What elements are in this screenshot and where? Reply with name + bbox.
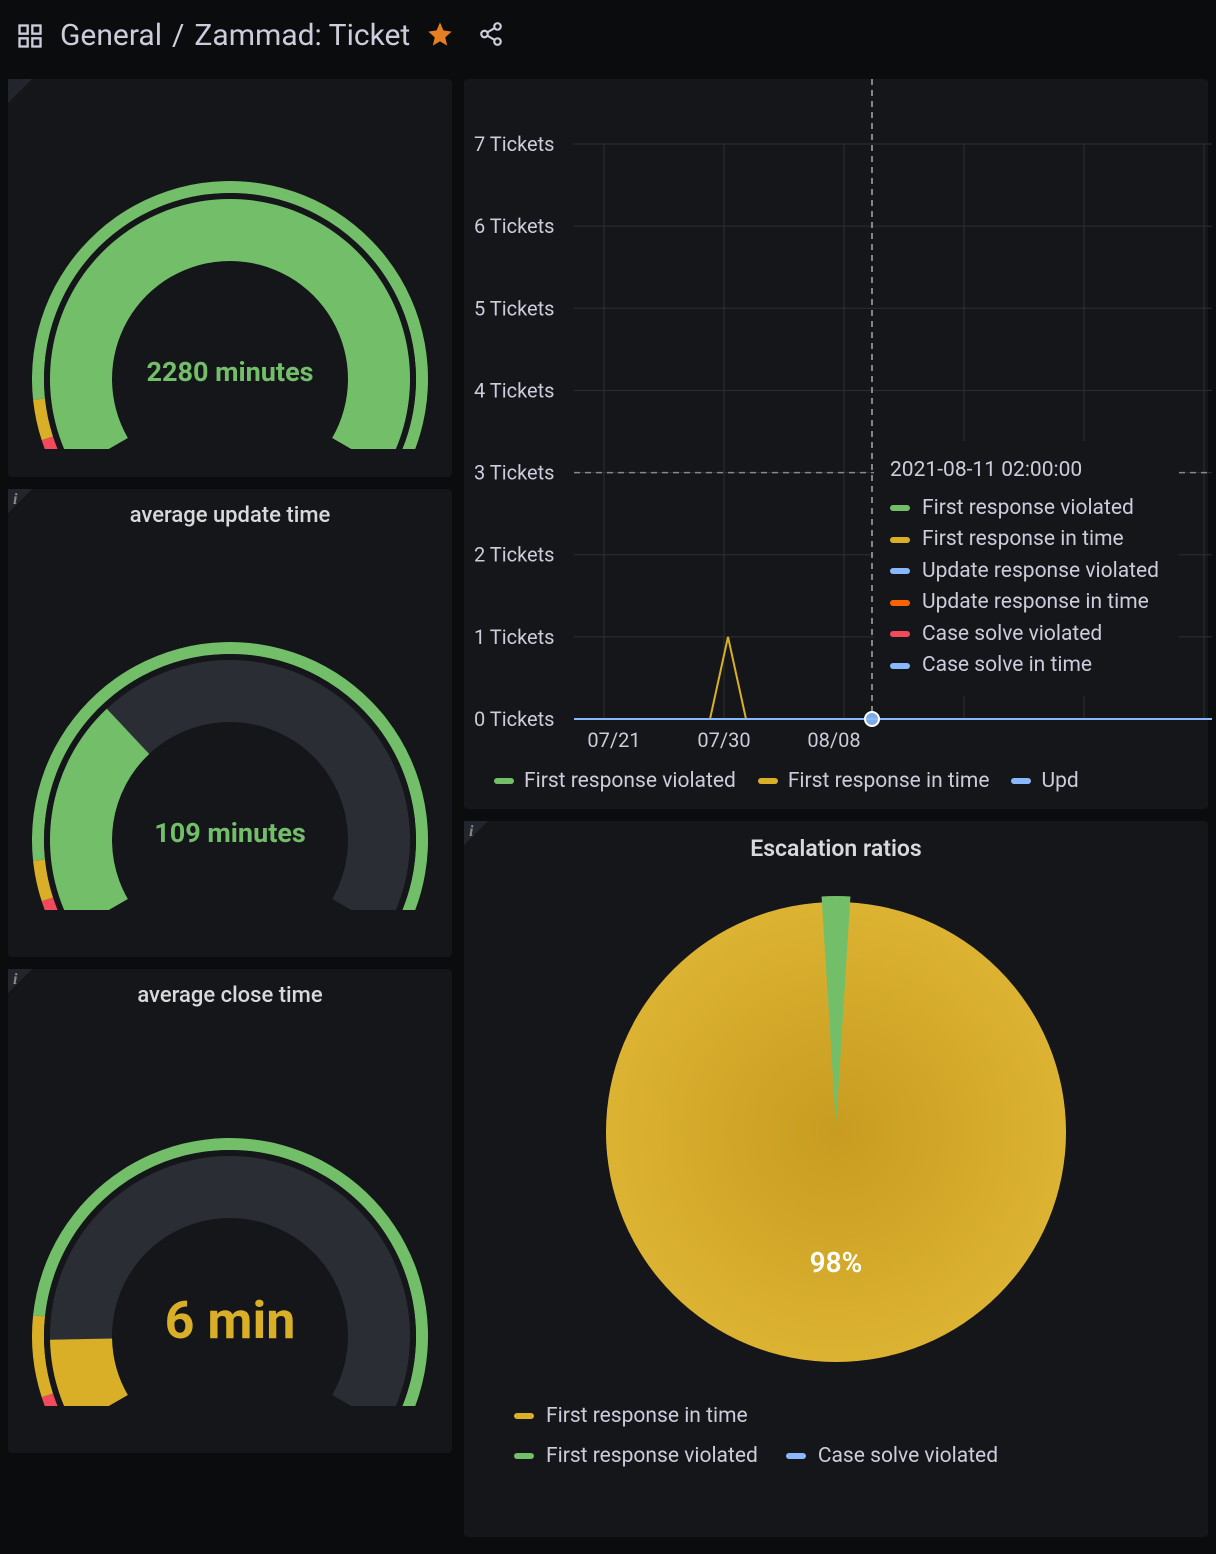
legend-label: First response violated: [524, 769, 736, 793]
legend-label: Case solve violated: [818, 1444, 998, 1468]
left-column: 2280 minutes i average update time 109 m…: [8, 79, 452, 1453]
pie-legend: First response in time First response vi…: [464, 1382, 1208, 1468]
dashboard-grid: 2280 minutes i average update time 109 m…: [0, 71, 1216, 1537]
svg-text:7 Tickets: 7 Tickets: [474, 132, 555, 156]
info-icon[interactable]: i: [13, 971, 17, 989]
legend-label: Upd: [1041, 769, 1078, 793]
svg-text:07/21: 07/21: [587, 728, 640, 752]
legend-item[interactable]: Case solve violated: [786, 1444, 998, 1468]
legend-item[interactable]: First response in time: [758, 769, 990, 793]
legend-chip: [494, 778, 514, 784]
tooltip-item: First response violated: [890, 493, 1159, 525]
tooltip-item-label: First response violated: [922, 493, 1134, 525]
svg-text:109 minutes: 109 minutes: [154, 817, 306, 849]
pie-chart[interactable]: 98%: [586, 882, 1086, 1382]
breadcrumb-folder[interactable]: General: [60, 18, 162, 53]
chart-tooltip: 2021-08-11 02:00:00 First response viola…: [874, 441, 1179, 696]
panel-title: Escalation ratios: [464, 821, 1208, 862]
legend-chip: [758, 778, 778, 784]
page-header: General / Zammad: Ticket: [0, 0, 1216, 71]
legend-chip: [890, 631, 910, 637]
panel-title: average update time: [8, 489, 452, 528]
svg-text:2 Tickets: 2 Tickets: [474, 543, 555, 567]
share-icon[interactable]: [478, 21, 504, 51]
svg-text:08/08: 08/08: [807, 728, 860, 752]
svg-text:6 Tickets: 6 Tickets: [474, 214, 555, 238]
breadcrumb: General / Zammad: Ticket: [60, 18, 410, 53]
svg-text:98%: 98%: [810, 1246, 863, 1279]
legend-chip: [786, 1453, 806, 1459]
right-column: 0 Tickets 1 Tickets 2 Tickets 3 Tickets 4 Ti…: [464, 79, 1208, 1537]
legend-label: First response in time: [788, 769, 990, 793]
gauge-chart: 2280 minutes: [20, 119, 440, 449]
tooltip-item: Update response in time: [890, 587, 1159, 619]
tooltip-item-label: Case solve in time: [922, 650, 1092, 682]
legend-chip: [890, 600, 910, 606]
breadcrumb-dashboard[interactable]: Zammad: Ticket: [194, 18, 410, 53]
info-icon[interactable]: i: [469, 823, 473, 841]
info-icon[interactable]: i: [13, 491, 17, 509]
svg-text:07/30: 07/30: [697, 728, 750, 752]
svg-text:5 Tickets: 5 Tickets: [474, 296, 555, 320]
legend-chip: [890, 663, 910, 669]
tooltip-item: Case solve in time: [890, 650, 1159, 682]
panel-corner: i: [464, 821, 498, 855]
legend-chip: [890, 537, 910, 543]
gauge-panel-update-time: i average update time 109 minutes: [8, 489, 452, 957]
tooltip-item-label: Update response violated: [922, 556, 1159, 588]
legend-item[interactable]: Upd: [1011, 769, 1078, 793]
svg-text:1 Tickets: 1 Tickets: [474, 625, 555, 649]
tooltip-item-label: First response in time: [922, 524, 1124, 556]
svg-text:0 Tickets: 0 Tickets: [474, 707, 555, 731]
legend-item[interactable]: First response in time: [514, 1404, 748, 1428]
svg-text:2280 minutes: 2280 minutes: [146, 356, 313, 388]
legend-chip: [890, 505, 910, 511]
svg-text:4 Tickets: 4 Tickets: [474, 378, 555, 402]
timechart-legend: First response violated First response in…: [494, 769, 1079, 793]
tooltip-item: First response in time: [890, 524, 1159, 556]
breadcrumb-separator: /: [172, 18, 184, 53]
svg-text:3 Tickets: 3 Tickets: [474, 461, 555, 485]
escalation-timechart-panel: 0 Tickets 1 Tickets 2 Tickets 3 Tickets 4 Ti…: [464, 79, 1208, 809]
legend-item[interactable]: First response violated: [514, 1444, 758, 1468]
panel-title: average close time: [8, 969, 452, 1008]
legend-chip: [890, 568, 910, 574]
legend-label: First response violated: [546, 1444, 758, 1468]
legend-chip: [514, 1453, 534, 1459]
tooltip-item: Update response violated: [890, 556, 1159, 588]
panel-corner: i: [8, 969, 42, 1003]
escalation-ratios-panel: i Escalation ratios 98% First response i…: [464, 821, 1208, 1537]
gauge-panel-close-time: i average close time 6 min: [8, 969, 452, 1453]
tooltip-item-label: Case solve violated: [922, 619, 1102, 651]
legend-chip: [1011, 778, 1031, 784]
tooltip-item: Case solve violated: [890, 619, 1159, 651]
svg-text:6 min: 6 min: [165, 1290, 296, 1351]
legend-item[interactable]: First response violated: [494, 769, 736, 793]
gauge-chart: 6 min: [20, 1076, 440, 1406]
tooltip-title: 2021-08-11 02:00:00: [890, 455, 1159, 487]
gauge-panel-first-response: 2280 minutes: [8, 79, 452, 477]
legend-label: First response in time: [546, 1404, 748, 1428]
legend-chip: [514, 1413, 534, 1419]
gauge-chart: 109 minutes: [20, 580, 440, 910]
dashboard-grid-icon[interactable]: [16, 22, 44, 50]
panel-corner: i: [8, 489, 42, 523]
tooltip-item-label: Update response in time: [922, 587, 1149, 619]
panel-corner: [8, 79, 42, 113]
star-icon[interactable]: [426, 20, 454, 52]
